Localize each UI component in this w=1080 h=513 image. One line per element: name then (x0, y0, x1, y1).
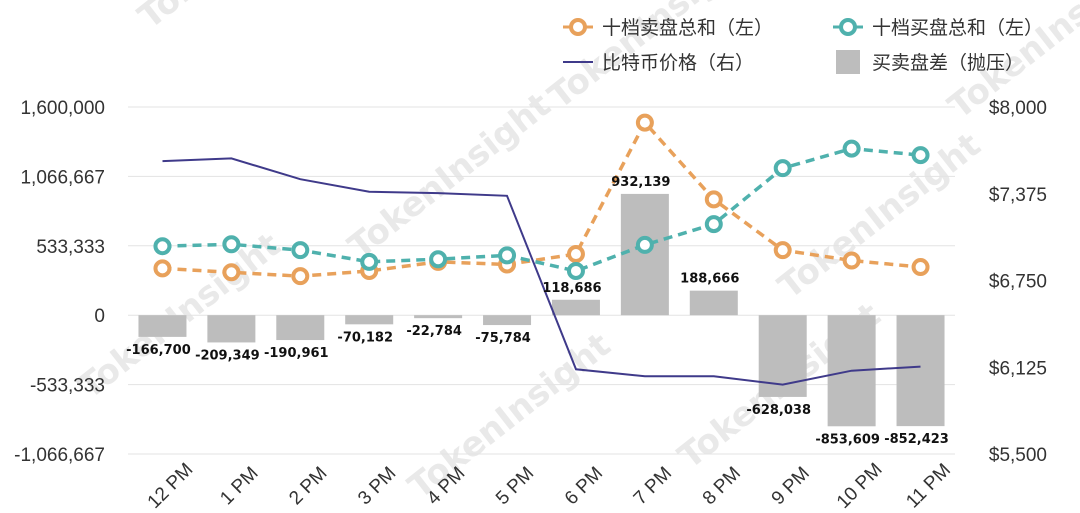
y-right-tick-label: $5,500 (989, 445, 1047, 466)
bar (689, 290, 738, 316)
x-tick-label: 3 PM (354, 463, 400, 509)
series-point (153, 259, 172, 278)
series-point (222, 235, 241, 254)
series-point (566, 261, 585, 280)
bar (414, 315, 463, 319)
series-point (153, 237, 172, 256)
series-point (498, 246, 517, 265)
x-tick-label: 12 PM (144, 459, 198, 513)
series-point (429, 250, 448, 269)
bar (207, 315, 256, 343)
bar-data-label: -209,349 (195, 348, 260, 363)
series-line (162, 119, 921, 278)
x-tick-label: 5 PM (492, 463, 538, 509)
series-line (162, 157, 921, 386)
bar-data-label: -190,961 (264, 346, 329, 361)
series-point (360, 252, 379, 271)
y-left-tick-label: 0 (94, 306, 105, 327)
bar (896, 315, 945, 427)
data-labels: -166,700 -209,349 -190,961 -70,182 -22,784 -7… (126, 175, 949, 447)
series-point (222, 263, 241, 282)
bar-data-label: -628,038 (746, 403, 811, 418)
legend-label: 十档买盘总和（左） (872, 17, 1043, 39)
series-point (842, 139, 861, 158)
x-tick-label: 6 PM (561, 463, 607, 509)
bar-data-label: 932,139 (611, 175, 670, 190)
series-point (773, 159, 792, 178)
y-left-tick-label: -1,066,667 (14, 445, 105, 466)
series-point (291, 241, 310, 260)
bar-data-label: 188,666 (680, 272, 739, 287)
bar-data-label: -852,423 (884, 432, 949, 447)
series-line (162, 146, 921, 273)
series-point (291, 267, 310, 286)
watermark-text: TokenInsight (131, 0, 348, 37)
series-point (704, 215, 723, 234)
y-axis-left: 1,600,000 1,066,667 533,333 0 -533,333 -1,066… (14, 98, 105, 466)
y-right-tick-label: $8,000 (989, 98, 1047, 119)
bar (345, 315, 394, 325)
y-left-tick-label: 533,333 (36, 237, 105, 258)
legend-label: 比特币价格（右） (602, 52, 754, 74)
x-axis: 12 PM 1 PM 2 PM 3 PM 4 PM 5 PM 6 PM 7 PM 8 PM 9 P… (144, 459, 955, 513)
bar (620, 193, 669, 316)
series-point (566, 245, 585, 264)
bar (483, 315, 532, 326)
legend-swatch (836, 50, 860, 74)
y-right-tick-label: $6,750 (989, 272, 1047, 293)
series-point (635, 113, 654, 132)
y-left-tick-label: 1,066,667 (20, 167, 105, 188)
bar-series (138, 193, 945, 427)
bar-data-label: -22,784 (406, 324, 462, 339)
legend-label: 十档卖盘总和（左） (602, 17, 773, 39)
x-tick-label: 1 PM (216, 463, 262, 509)
bar (551, 299, 600, 316)
series-point (911, 146, 930, 165)
legend-label: 买卖盘差（抛压） (872, 52, 1024, 74)
series-point (773, 241, 792, 260)
bar-data-label: -166,700 (126, 343, 191, 358)
y-axis-right: $8,000 $7,375 $6,750 $6,125 $5,500 (989, 98, 1047, 466)
bar-data-label: -75,784 (475, 331, 531, 346)
y-left-tick-label: -533,333 (30, 376, 105, 397)
y-right-tick-label: $7,375 (989, 185, 1047, 206)
legend-swatch-marker (839, 18, 857, 36)
x-tick-label: 10 PM (833, 459, 887, 513)
series-point (842, 251, 861, 270)
series-point (911, 258, 930, 277)
y-right-tick-label: $6,125 (989, 358, 1047, 379)
bar (138, 315, 187, 337)
x-tick-label: 9 PM (768, 463, 814, 509)
legend: 十档卖盘总和（左） 十档买盘总和（左） 比特币价格（右） 买卖盘差（抛压） (563, 17, 1043, 74)
y-left-tick-label: 1,600,000 (20, 98, 105, 119)
x-tick-label: 7 PM (630, 463, 676, 509)
bar (276, 315, 325, 341)
bar-data-label: -70,182 (337, 330, 393, 345)
x-tick-label: 11 PM (902, 460, 955, 513)
series-point (704, 190, 723, 209)
series-point (635, 235, 654, 254)
legend-swatch-marker (569, 18, 587, 36)
gridlines (128, 106, 955, 455)
x-tick-label: 2 PM (285, 463, 331, 509)
line-series (153, 113, 930, 386)
x-tick-label: 8 PM (699, 463, 745, 509)
bar-data-label: -853,609 (815, 432, 880, 447)
bar-data-label: 118,686 (542, 281, 601, 296)
